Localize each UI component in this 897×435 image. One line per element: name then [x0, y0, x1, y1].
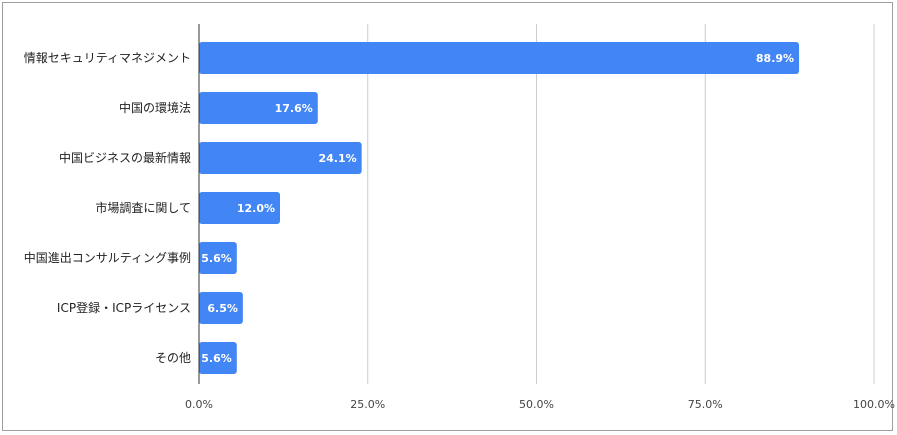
category-label-5: ICP登録・ICPライセンス	[57, 300, 191, 315]
bar-2	[199, 142, 362, 174]
x-tick-label-2: 50.0%	[519, 398, 554, 411]
category-label-4: 中国進出コンサルティング事例	[24, 250, 191, 265]
bar-3	[199, 192, 280, 224]
x-tick-label-0: 0.0%	[185, 398, 213, 411]
data-label-1: 17.6%	[275, 102, 313, 115]
bar-1	[199, 92, 318, 124]
bar-4	[199, 242, 237, 274]
bars	[199, 42, 800, 374]
data-label-2: 24.1%	[319, 152, 357, 165]
data-label-5: 6.5%	[207, 302, 238, 315]
category-label-6: その他	[155, 351, 191, 365]
category-label-2: 中国ビジネスの最新情報	[59, 150, 191, 165]
data-label-6: 5.6%	[201, 352, 232, 365]
x-tick-label-4: 100.0%	[853, 398, 895, 411]
category-label-1: 中国の環境法	[119, 100, 191, 115]
bar-0	[199, 42, 800, 74]
bar-5	[199, 292, 243, 324]
gridlines	[367, 24, 875, 384]
bar-6	[199, 342, 237, 374]
data-label-3: 12.0%	[237, 202, 275, 215]
labels: 0.0% 25.0% 50.0% 75.0% 100.0% 情報セキュリティマネジメント 8…	[24, 51, 895, 411]
category-label-0: 情報セキュリティマネジメント	[24, 51, 191, 65]
x-tick-label-3: 75.0%	[688, 398, 723, 411]
data-label-0: 88.9%	[756, 52, 794, 65]
x-tick-label-1: 25.0%	[350, 398, 385, 411]
category-label-3: 市場調査に関して	[95, 200, 191, 215]
data-label-4: 5.6%	[201, 252, 232, 265]
